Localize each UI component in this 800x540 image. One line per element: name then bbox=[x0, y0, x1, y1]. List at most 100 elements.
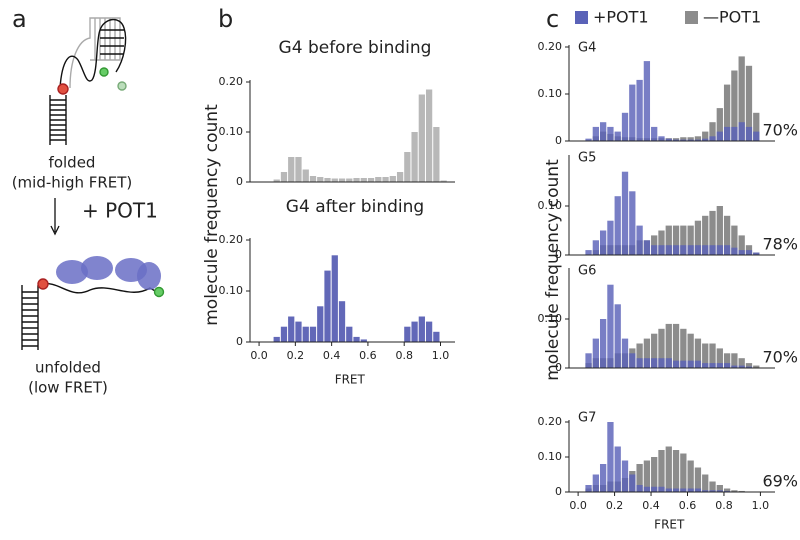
panel-label: b bbox=[218, 5, 233, 33]
bar bbox=[702, 215, 709, 255]
bar bbox=[658, 358, 665, 368]
bar bbox=[731, 126, 738, 141]
bar bbox=[658, 450, 665, 492]
bar bbox=[716, 131, 723, 141]
bar bbox=[731, 225, 738, 255]
y-axis-label: molecule frequency count bbox=[543, 159, 563, 381]
bar bbox=[687, 137, 694, 141]
histogram: G6 0 0.10 70% bbox=[538, 264, 799, 375]
bar bbox=[302, 326, 309, 342]
bar bbox=[607, 126, 614, 141]
bar bbox=[592, 240, 599, 255]
bar bbox=[716, 245, 723, 255]
bar bbox=[425, 321, 433, 342]
bar bbox=[745, 126, 753, 141]
bar bbox=[709, 363, 716, 368]
bar bbox=[680, 139, 687, 141]
histogram: G4 0 0.10 0.20 molecule frequency count 70% +P… bbox=[538, 8, 799, 381]
legend-swatch bbox=[575, 11, 588, 24]
bar bbox=[592, 474, 599, 492]
bar bbox=[738, 235, 745, 255]
bar bbox=[702, 245, 709, 255]
bar bbox=[694, 338, 702, 368]
bar bbox=[382, 177, 389, 182]
bar bbox=[723, 490, 731, 492]
bar bbox=[360, 178, 367, 182]
bar bbox=[599, 464, 607, 492]
bar bbox=[702, 343, 709, 368]
bar bbox=[687, 333, 694, 368]
bar bbox=[658, 486, 665, 492]
chart-title: G6 bbox=[578, 264, 596, 279]
bar bbox=[694, 245, 702, 255]
bar bbox=[687, 460, 694, 492]
bar bbox=[665, 138, 672, 141]
bar bbox=[745, 363, 753, 368]
bar bbox=[723, 126, 731, 141]
bar bbox=[738, 122, 745, 141]
bar bbox=[694, 136, 702, 141]
bar bbox=[694, 488, 702, 492]
bar bbox=[687, 360, 694, 368]
bar bbox=[694, 139, 702, 141]
bar bbox=[753, 112, 760, 141]
bar bbox=[723, 245, 731, 255]
bar bbox=[643, 338, 651, 368]
bar bbox=[338, 301, 346, 342]
bar bbox=[418, 94, 425, 182]
bar bbox=[280, 326, 288, 342]
bar bbox=[723, 363, 731, 368]
x-axis-label: FRET bbox=[335, 373, 366, 387]
bar bbox=[295, 157, 302, 182]
histogram: G4 after binding 0 0.10 0.20 0.0 0.2 0.4 0.6 0.8… bbox=[219, 197, 455, 387]
bar bbox=[614, 196, 621, 255]
bar bbox=[367, 178, 375, 182]
panel-label: c bbox=[546, 5, 559, 33]
bar bbox=[680, 328, 687, 368]
chart-title: G7 bbox=[578, 411, 596, 426]
bar bbox=[716, 108, 723, 141]
histogram: G7 0 0.10 0.20 0.0 0.2 0.4 0.6 0.8 1.0 FRET 69% bbox=[538, 411, 799, 532]
bar bbox=[709, 210, 716, 255]
bar bbox=[687, 225, 694, 255]
bar bbox=[346, 178, 353, 182]
x-tick-label: 1.0 bbox=[752, 499, 770, 512]
bar bbox=[709, 481, 716, 492]
bar bbox=[716, 363, 723, 368]
state-note: (mid-high FRET) bbox=[12, 174, 133, 192]
bar bbox=[702, 474, 709, 492]
panel-label: a bbox=[12, 5, 27, 33]
bar bbox=[702, 490, 709, 492]
bar bbox=[404, 326, 411, 342]
bar bbox=[702, 131, 709, 141]
bar bbox=[324, 270, 331, 342]
bar bbox=[723, 488, 731, 492]
bar bbox=[433, 331, 440, 342]
bar bbox=[411, 321, 418, 342]
x-tick-label: 0.0 bbox=[569, 499, 587, 512]
bar bbox=[738, 56, 745, 141]
bar bbox=[709, 136, 716, 141]
bar bbox=[694, 220, 702, 255]
bar bbox=[636, 225, 643, 255]
bar bbox=[636, 464, 643, 492]
bar bbox=[731, 70, 738, 141]
bar bbox=[636, 79, 643, 141]
bar bbox=[716, 490, 723, 492]
bar bbox=[665, 245, 672, 255]
bar bbox=[680, 453, 687, 492]
bar bbox=[680, 225, 687, 255]
bar bbox=[665, 358, 672, 368]
y-tick-label: 0.10 bbox=[219, 284, 244, 297]
bar bbox=[731, 490, 738, 492]
bar bbox=[614, 446, 621, 492]
bar bbox=[288, 316, 295, 342]
x-tick-label: 0.2 bbox=[287, 349, 305, 362]
x-tick-label: 0.6 bbox=[359, 349, 377, 362]
bar bbox=[651, 333, 658, 368]
bar bbox=[658, 136, 665, 141]
bar bbox=[425, 89, 433, 182]
x-tick-label: 1.0 bbox=[432, 349, 450, 362]
bar bbox=[302, 169, 309, 182]
